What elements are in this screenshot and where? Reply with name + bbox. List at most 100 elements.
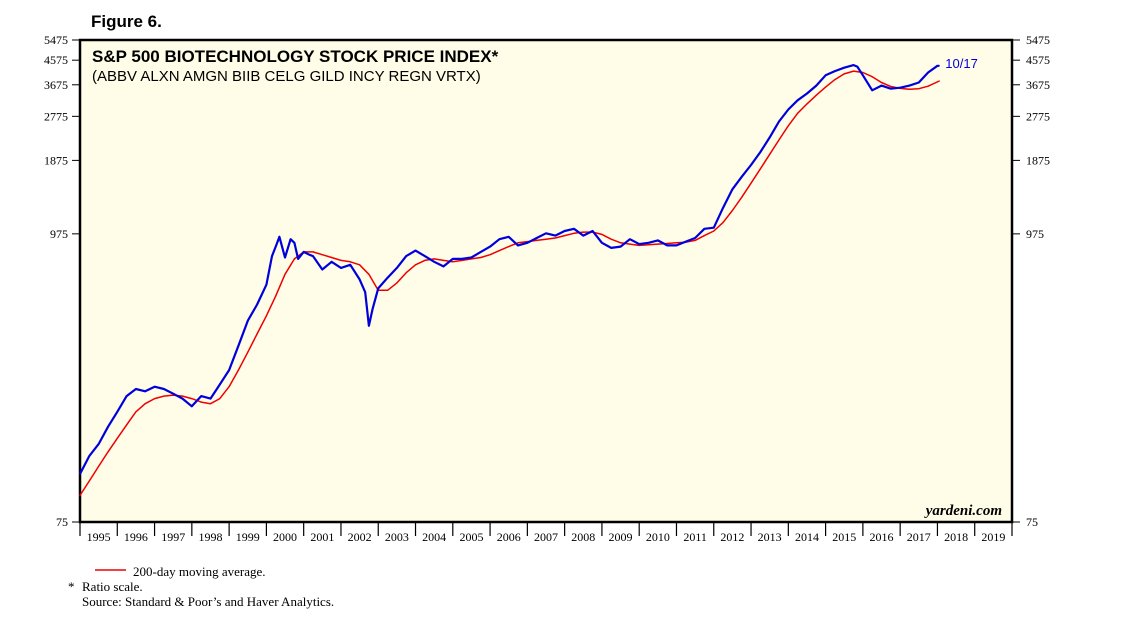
moving-average-point [769,153,771,155]
moving-average-point [778,139,780,141]
price-point [722,207,724,209]
price-point [927,71,929,74]
price-point [405,255,407,257]
price-point [154,386,156,388]
x-tick-label: 1998 [198,530,222,544]
price-point [265,284,267,286]
price-point [545,232,547,234]
price-point [116,411,118,413]
price-point [172,393,174,395]
x-tick-label: 2002 [348,530,372,544]
y-tick-label-right: 75 [1026,515,1038,529]
x-tick-label: 2018 [944,530,968,544]
price-point [508,236,510,238]
x-tick-label: 2009 [609,530,633,544]
moving-average-point [424,259,426,261]
moving-average-point [144,403,146,405]
price-point [554,235,556,237]
moving-average-point [219,398,221,400]
price-point [424,255,426,257]
moving-average-point [713,230,715,232]
price-point [200,395,202,397]
moving-average-point [228,386,230,388]
moving-average-point [265,315,267,317]
legend-label: 200-day moving average. [133,564,265,579]
moving-average-point [834,79,836,81]
moving-average-point [312,251,314,253]
price-point [573,228,575,230]
price-point [815,85,817,87]
moving-average-point [938,80,940,82]
moving-average-point [331,256,333,259]
x-tick-label: 2008 [571,530,595,544]
price-point [713,227,715,229]
x-tick-label: 2017 [907,530,931,544]
price-point [750,164,752,166]
price-point [144,390,146,392]
moving-average-point [741,196,743,198]
price-point [880,85,883,87]
moving-average-point [107,451,109,453]
x-tick-label: 2013 [758,530,782,544]
price-point [806,92,808,95]
footnote-source: Source: Standard & Poor’s and Haver Anal… [82,594,334,609]
price-point [526,242,529,244]
price-point [377,287,379,289]
y-tick-label-right: 5475 [1026,33,1050,47]
moving-average-point [442,259,445,261]
moving-average-point [545,238,547,240]
moving-average-point [247,351,249,353]
price-point [564,230,566,232]
price-point [284,256,286,259]
price-point [181,398,184,400]
price-point [853,64,855,66]
price-point [452,258,454,260]
price-point [834,70,836,72]
moving-average-point [908,88,911,90]
price-point [349,264,351,266]
moving-average-point [787,125,789,127]
price-point [731,188,734,190]
moving-average-point [554,237,556,239]
price-point [340,267,342,269]
moving-average-point [293,258,295,260]
moving-average-point [731,209,734,212]
moving-average-point [843,73,845,75]
moving-average-point [675,242,678,244]
price-point [219,383,221,386]
moving-average-point [79,494,81,496]
price-point [209,398,212,400]
moving-average-point [126,424,128,426]
x-tick-label: 2014 [795,530,819,544]
y-axis-left: 75 975 1875 2775 3675 4575 5475 [44,33,80,529]
moving-average-point [564,235,566,237]
moving-average-point [321,254,323,256]
price-point [79,473,81,475]
moving-average-point [573,232,575,234]
price-point [135,388,137,390]
price-point [647,242,650,244]
moving-average-point [200,401,202,403]
x-tick-label: 1996 [124,530,148,544]
moving-average-point [191,398,193,400]
price-point [759,151,762,153]
moving-average-point [209,403,212,405]
moving-average-point [815,94,817,96]
price-point [372,308,374,310]
moving-average-point [387,289,389,291]
moving-average-point [722,221,724,223]
moving-average-point [927,85,929,87]
x-tick-label: 2016 [870,530,894,544]
price-point [461,258,463,260]
price-point [293,242,295,244]
price-point [610,247,612,249]
moving-average-point [647,244,650,246]
moving-average-point [601,233,603,235]
moving-average-point [694,239,696,241]
plot-area [78,38,1014,524]
x-tick-label: 2005 [459,530,483,544]
price-point [312,255,314,257]
y-tick-label-left: 4575 [44,53,68,67]
y-tick-label-left: 975 [50,227,68,241]
